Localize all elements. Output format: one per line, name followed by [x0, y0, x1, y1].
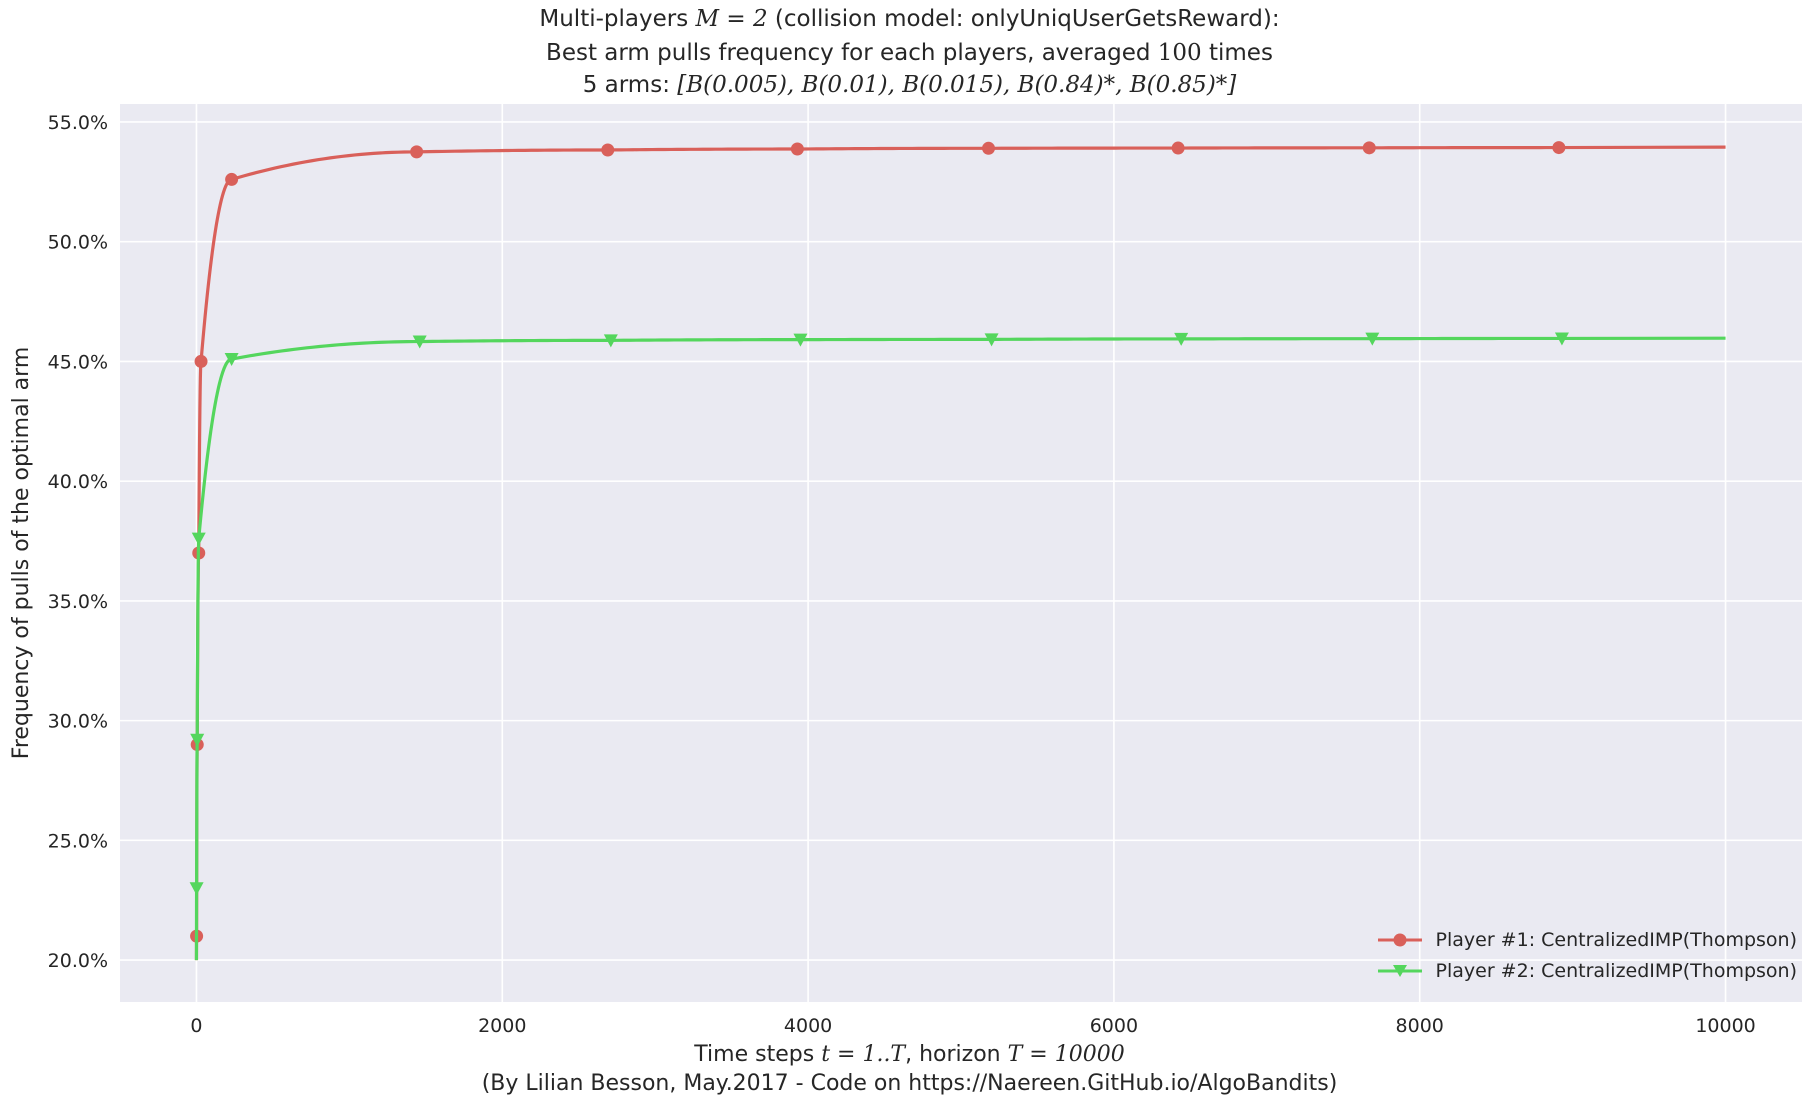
- data-point-player-1: [790, 142, 804, 156]
- data-point-player-2: [412, 335, 427, 349]
- data-point-player-1: [194, 354, 208, 368]
- legend: Player #1: CentralizedIMP(Thompson) Play…: [1377, 924, 1797, 986]
- data-point-player-2: [189, 882, 204, 896]
- data-point-player-2: [224, 353, 239, 367]
- y-tick-label: 50.0%: [48, 232, 108, 254]
- data-point-player-1: [410, 145, 424, 159]
- x-axis-label: Time steps t = 1..T, horizon T = 10000: [694, 1042, 1125, 1067]
- data-point-player-2: [984, 333, 999, 347]
- data-point-player-1: [601, 143, 615, 157]
- data-point-player-2: [1554, 332, 1569, 346]
- credit-line: (By Lilian Besson, May.2017 - Code on ht…: [481, 1071, 1338, 1096]
- legend-swatch-player-2: [1377, 964, 1422, 977]
- data-point-player-2: [1174, 332, 1189, 346]
- x-tick-label: 10000: [1695, 1015, 1755, 1037]
- chart-title-line-1: Multi-players M = 2 (collision model: on…: [539, 6, 1280, 32]
- y-tick-label: 55.0%: [48, 112, 108, 134]
- data-point-player-1: [1171, 141, 1185, 155]
- y-tick-label: 40.0%: [48, 471, 108, 493]
- data-point-player-1: [1552, 141, 1566, 155]
- y-tick-label: 25.0%: [48, 830, 108, 852]
- x-tick-label: 6000: [1090, 1015, 1138, 1037]
- x-tick-label: 8000: [1396, 1015, 1444, 1037]
- legend-label-player-2: Player #2: CentralizedIMP(Thompson): [1435, 959, 1797, 982]
- legend-item-player-2: Player #2: CentralizedIMP(Thompson): [1377, 955, 1797, 986]
- chart-title-line-3: 5 arms: [B(0.005), B(0.01), B(0.015), B(…: [582, 72, 1237, 98]
- x-tick-label: 0: [190, 1015, 202, 1037]
- data-point-player-2: [191, 532, 206, 546]
- data-point-player-2: [1365, 332, 1380, 346]
- x-tick-label: 2000: [478, 1015, 526, 1037]
- data-point-player-2: [190, 733, 205, 747]
- chart-title-line-2: Best arm pulls frequency for each player…: [546, 40, 1273, 66]
- y-tick-label: 20.0%: [48, 950, 108, 972]
- data-point-player-1: [225, 172, 239, 186]
- legend-label-player-1: Player #1: CentralizedIMP(Thompson): [1435, 928, 1797, 951]
- y-tick-label: 45.0%: [48, 351, 108, 373]
- legend-item-player-1: Player #1: CentralizedIMP(Thompson): [1377, 924, 1797, 955]
- data-point-player-2: [603, 334, 618, 348]
- y-tick-label: 30.0%: [48, 711, 108, 733]
- legend-swatch-player-1: [1377, 933, 1422, 946]
- y-axis-label: Frequency of pulls of the optimal arm: [9, 347, 34, 759]
- plot-area: [120, 104, 1802, 1002]
- data-point-player-1: [1362, 141, 1376, 155]
- data-point-player-2: [793, 333, 808, 347]
- data-point-player-1: [982, 141, 996, 155]
- x-tick-label: 4000: [784, 1015, 832, 1037]
- y-tick-label: 35.0%: [48, 591, 108, 613]
